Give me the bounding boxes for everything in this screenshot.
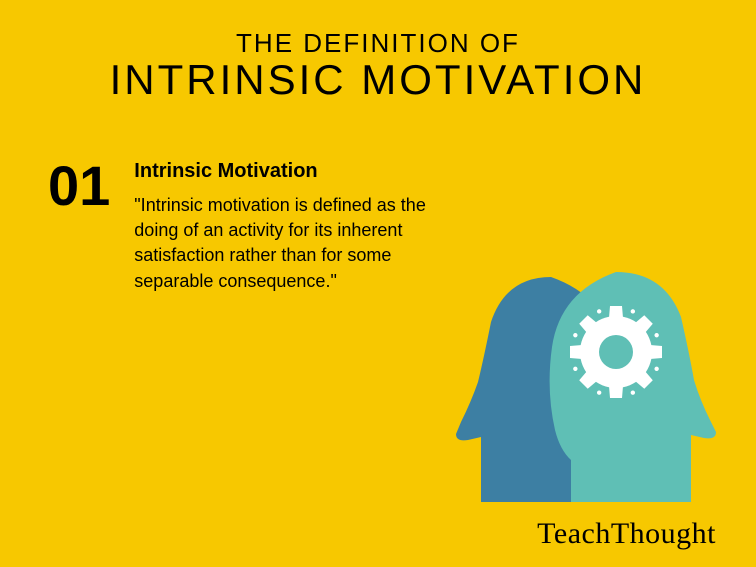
item-definition: "Intrinsic motivation is defined as the … bbox=[134, 193, 434, 294]
brand-label: TeachThought bbox=[537, 517, 716, 551]
header-line2: INTRINSIC MOTIVATION bbox=[0, 56, 756, 104]
heads-illustration bbox=[446, 242, 726, 507]
item-number: 01 bbox=[48, 158, 110, 294]
item-subtitle: Intrinsic Motivation bbox=[134, 160, 434, 183]
head-front-icon bbox=[550, 272, 716, 502]
text-block: Intrinsic Motivation "Intrinsic motivati… bbox=[134, 158, 434, 294]
header-line1: THE DEFINITION OF bbox=[0, 28, 756, 59]
content-block: 01 Intrinsic Motivation "Intrinsic motiv… bbox=[48, 158, 434, 294]
header: THE DEFINITION OF INTRINSIC MOTIVATION bbox=[0, 0, 756, 104]
